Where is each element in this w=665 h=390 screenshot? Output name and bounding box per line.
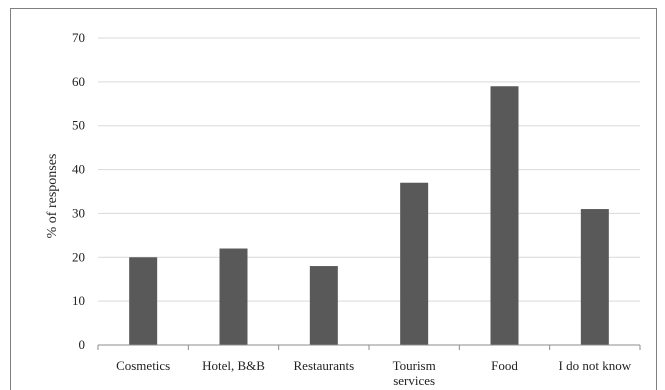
y-tick-label: 40 — [72, 162, 85, 177]
bar — [580, 209, 609, 345]
y-tick-label: 10 — [72, 293, 85, 308]
x-tick-label: Hotel, B&B — [202, 358, 265, 373]
y-tick-label: 60 — [72, 74, 85, 89]
y-tick-label: 0 — [79, 337, 86, 352]
x-axis — [97, 344, 641, 350]
y-tick-label: 20 — [72, 249, 85, 264]
x-tick-label: I do not know — [559, 358, 632, 373]
x-tick-label: Food — [491, 358, 518, 373]
x-axis-categories: Cosmetics Hotel, B&B Restaurants Tourism ser… — [116, 358, 632, 388]
y-tick-label: 50 — [72, 118, 85, 133]
y-axis-label: % of responses — [45, 154, 60, 239]
bar — [490, 86, 519, 345]
y-tick-label: 30 — [72, 205, 85, 220]
x-tick-label: Tourism services — [393, 358, 436, 388]
x-tick-label: Restaurants — [294, 358, 355, 373]
bar — [129, 257, 158, 345]
y-axis-ticks: 0 10 20 30 40 50 60 70 — [72, 30, 85, 352]
bar — [400, 182, 429, 345]
bar — [309, 266, 338, 345]
bars — [129, 86, 609, 345]
y-tick-label: 70 — [72, 30, 85, 45]
gridlines — [98, 37, 640, 302]
bar — [219, 248, 248, 345]
x-tick-label: Cosmetics — [116, 358, 170, 373]
